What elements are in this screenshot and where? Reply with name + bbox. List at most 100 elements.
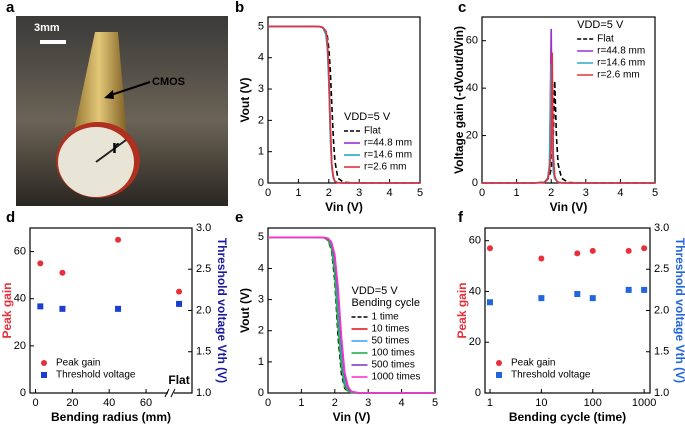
panel-label: f [458, 209, 464, 226]
legend-swatch [496, 372, 502, 378]
x-tick-label: 100 [584, 397, 602, 409]
y-tick-label: 5 [258, 20, 264, 32]
y-tick-label: 3 [258, 83, 264, 95]
x-tick-label: 2 [548, 187, 554, 199]
legend-label: 10 times [372, 324, 410, 335]
x-tick-label: 4 [399, 397, 405, 409]
x-tick-label: 4 [617, 187, 623, 199]
point [176, 288, 183, 295]
legend-title: VDD=5 V [344, 111, 391, 123]
y2-tick-label: 1.0 [654, 387, 669, 399]
plot-frame [29, 227, 193, 394]
y-tick-label: 40 [469, 285, 481, 297]
point [115, 305, 122, 312]
point [641, 245, 648, 252]
legend-label: Flat [364, 126, 381, 137]
legend-label: r=14.6 mm [597, 58, 645, 69]
cmos-label: CMOS [152, 76, 185, 88]
x-tick-label: 60 [140, 397, 152, 409]
y2-axis-label: Threshold voltage Vth (V) [215, 238, 229, 383]
chart-d: d Flat 0 20 40 60 0 20 40 60 1.0 1.5 2.0 2.5 3.0 Bendin… [0, 209, 229, 424]
y-tick-label: 0 [258, 387, 264, 399]
legend-label: 1000 times [372, 372, 421, 383]
y2-tick-label: 3.0 [654, 222, 669, 234]
point [574, 291, 581, 297]
y2-tick-label: 1.5 [196, 346, 211, 358]
y-axis-label: Voltage gain (-dVout/dVin) [452, 26, 466, 174]
y-tick-label: 2 [258, 325, 264, 337]
x-tick-label: Flat [168, 373, 189, 387]
point [115, 236, 122, 243]
x-tick-label: 5 [417, 187, 423, 199]
y-axis-label: Vout (V) [238, 288, 252, 333]
axis-break [167, 389, 174, 397]
y-tick-label: 4 [258, 262, 264, 274]
x-axis-label: Bending radius (mm) [51, 410, 171, 424]
y-tick-label: 40 [466, 82, 478, 94]
point [538, 255, 545, 262]
legend-swatch [496, 360, 502, 366]
legend-title: VDD=5 V [577, 19, 624, 31]
y-tick-label: 4 [258, 52, 264, 64]
y-tick-label: 60 [469, 235, 481, 247]
y-tick-label: 40 [14, 293, 26, 305]
legend-title: Bending cycle [352, 297, 421, 309]
point [538, 295, 545, 302]
legend-label: 100 times [372, 348, 415, 359]
y-tick-label: 0 [475, 387, 481, 399]
legend-label: Peak gain [56, 358, 100, 369]
y-tick-label: 0 [258, 177, 264, 189]
y-axis-label: Vout (V) [238, 77, 252, 122]
point [59, 269, 66, 276]
x-tick-label: 2 [332, 397, 338, 409]
y2-tick-label: 2.5 [654, 263, 669, 275]
panel-label: a [6, 0, 15, 16]
scale-bar-label: 3mm [34, 22, 60, 34]
y-tick-label: 3 [258, 294, 264, 306]
legend-label: r=2.6 mm [364, 162, 407, 173]
legend-label: 1 time [372, 312, 400, 323]
y-tick-label: 1 [258, 356, 264, 368]
y2-tick-label: 2.0 [654, 304, 669, 316]
panel-label: c [458, 0, 466, 16]
point [625, 247, 632, 254]
x-tick-label: 1 [514, 187, 520, 199]
y-axis-label: Peak gain [455, 282, 469, 338]
point [589, 247, 596, 254]
x-tick-label: 0 [479, 187, 485, 199]
y-tick-label: 2 [258, 114, 264, 126]
legend-title: VDD=5 V [352, 285, 399, 297]
point [589, 295, 596, 302]
x-tick-label: 40 [103, 397, 115, 409]
y-tick-label: 20 [466, 129, 478, 141]
series-line [268, 25, 420, 184]
legend-label: Flat [597, 34, 614, 45]
x-tick-label: 4 [387, 187, 393, 199]
plot-frame [481, 16, 656, 184]
x-tick-label: 10 [535, 397, 547, 409]
x-tick-label: 5 [652, 187, 658, 199]
point [625, 286, 632, 293]
legend-label: r=44.8 mm [597, 46, 645, 57]
x-tick-label: 3 [356, 187, 362, 199]
y-tick-label: 1 [258, 146, 264, 158]
legend-label: 500 times [372, 360, 415, 371]
photo: 3mm CMOS r a [6, 0, 228, 206]
x-tick-label: 20 [66, 397, 78, 409]
y-tick-label: 60 [466, 35, 478, 47]
point [176, 300, 183, 307]
x-tick-label: 2 [326, 187, 332, 199]
legend-label: Threshold voltage [511, 370, 591, 381]
point [486, 245, 493, 252]
x-axis-label: Vin (V) [325, 200, 363, 214]
point [641, 286, 648, 293]
plot-frame [484, 227, 651, 394]
panel-label: d [6, 209, 15, 226]
x-axis-label: Bending cycle (time) [509, 410, 626, 424]
x-tick-label: 3 [583, 187, 589, 199]
series-line [482, 64, 655, 184]
y2-tick-label: 1.0 [196, 387, 211, 399]
y-tick-label: 20 [469, 336, 481, 348]
y2-tick-label: 3.0 [196, 222, 211, 234]
